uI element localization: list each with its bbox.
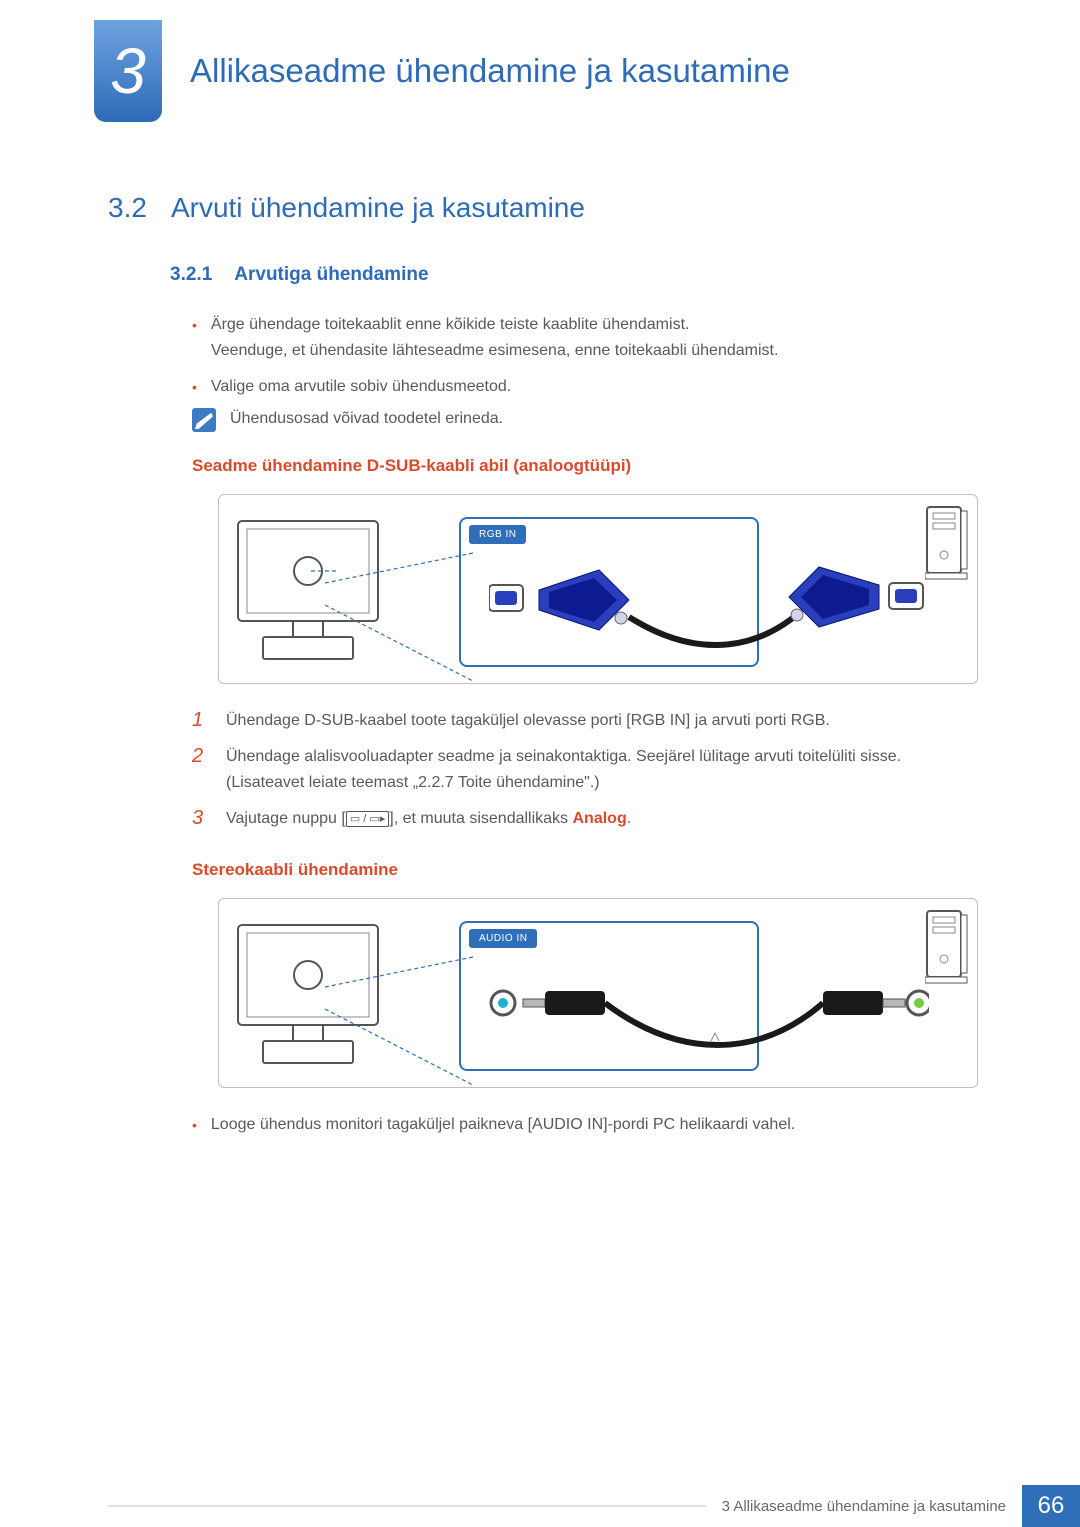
bullet-icon: • [192,1114,197,1136]
step-item: 2 Ühendage alalisvooluadapter seadme ja … [192,744,972,796]
chapter-header: 3 Allikaseadme ühendamine ja kasutamine [0,0,1080,122]
bullet-list: • Ärge ühendage toitekaablit enne kõikid… [192,312,972,400]
step-item: 3 Vajutage nuppu [▭ / ▭▸], et muuta sise… [192,806,972,832]
monitor-illustration [233,917,383,1072]
bullet-item: • Ärge ühendage toitekaablit enne kõikid… [192,312,972,364]
step3-strong: Analog [573,810,627,827]
subsection-number: 3.2.1 [170,264,212,286]
step-number: 2 [192,744,210,796]
pc-tower-illustration [925,505,971,581]
bullet-item: • Looge ühendus monitori tagaküljel paik… [192,1112,972,1138]
monitor-illustration [233,513,383,668]
note-icon [192,408,216,432]
port-label-audio: AUDIO IN [469,929,537,948]
page-footer: 3 Allikaseadme ühendamine ja kasutamine … [0,1485,1080,1527]
audio-cable [489,959,937,1059]
note: Ühendusosad võivad toodetel erineda. [192,410,972,432]
chapter-title: Allikaseadme ühendamine ja kasutamine [190,52,790,90]
bullet-item: • Valige oma arvutile sobiv ühendusmeeto… [192,374,972,400]
bullet-list-audio: • Looge ühendus monitori tagaküljel paik… [192,1112,972,1138]
section-title: Arvuti ühendamine ja kasutamine [171,192,585,224]
bullet-text: Looge ühendus monitori tagaküljel paikne… [211,1112,795,1138]
subsection-title: Arvutiga ühendamine [234,264,428,286]
footer-rule [108,1505,706,1507]
bullet-icon: • [192,376,197,398]
bullet-icon: • [192,314,197,336]
chapter-number-tab: 3 [94,20,162,122]
bullet-text: Ärge ühendage toitekaablit enne kõikide … [211,312,779,364]
chapter-number: 3 [110,34,146,108]
step3-pre: Vajutage nuppu [ [226,810,346,827]
note-text: Ühendusosad võivad toodetel erineda. [230,410,503,428]
section-heading: 3.2 Arvuti ühendamine ja kasutamine [108,192,972,224]
step3-post: . [627,810,631,827]
topic-title-rgb: Seadme ühendamine D-SUB-kaabli abil (ana… [192,456,972,476]
pc-tower-illustration [925,909,971,985]
step-item: 1 Ühendage D-SUB-kaabel toote tagaküljel… [192,708,972,734]
page-number: 66 [1022,1485,1080,1527]
step-text: Vajutage nuppu [▭ / ▭▸], et muuta sisend… [226,806,631,832]
manual-page: 3 Allikaseadme ühendamine ja kasutamine … [0,0,1080,1527]
section-number: 3.2 [108,192,147,224]
bullet-text: Valige oma arvutile sobiv ühendusmeetod. [211,374,511,400]
rgb-cable [489,555,937,655]
step3-mid: ], et muuta sisendallikaks [389,810,572,827]
step-number: 1 [192,708,210,734]
topic-title-audio: Stereokaabli ühendamine [192,860,972,880]
port-label-rgb: RGB IN [469,525,526,544]
step-number: 3 [192,806,210,832]
step-text: Ühendage D-SUB-kaabel toote tagaküljel o… [226,708,830,734]
footer-label: 3 Allikaseadme ühendamine ja kasutamine [706,1498,1022,1515]
step-text: Ühendage alalisvooluadapter seadme ja se… [226,744,972,796]
diagram-rgb: RGB IN [218,494,978,684]
source-button-icon: ▭ / ▭▸ [346,811,389,827]
diagram-audio: AUDIO IN [218,898,978,1088]
content-area: 3.2 Arvuti ühendamine ja kasutamine 3.2.… [0,122,1080,1138]
subsection-heading: 3.2.1 Arvutiga ühendamine [170,264,972,286]
steps-rgb: 1 Ühendage D-SUB-kaabel toote tagaküljel… [192,708,972,832]
